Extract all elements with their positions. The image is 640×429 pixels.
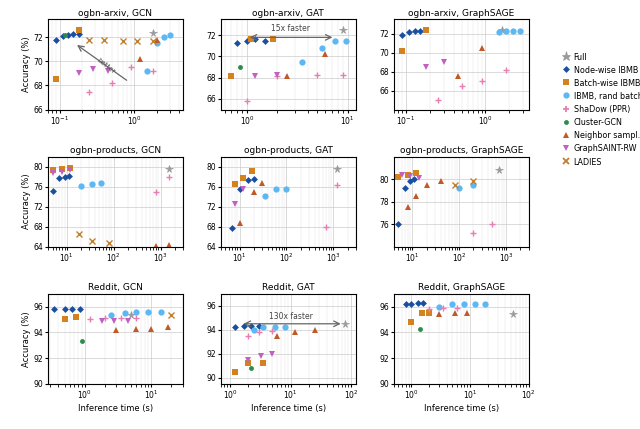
Text: 15x faster: 15x faster xyxy=(271,24,310,33)
Title: ogbn-products, GCN: ogbn-products, GCN xyxy=(70,146,161,155)
Title: Reddit, GraphSAGE: Reddit, GraphSAGE xyxy=(418,283,505,292)
Y-axis label: Accuracy (%): Accuracy (%) xyxy=(22,311,31,367)
Title: ogbn-arxiv, GAT: ogbn-arxiv, GAT xyxy=(252,9,324,18)
Title: ogbn-arxiv, GraphSAGE: ogbn-arxiv, GraphSAGE xyxy=(408,9,515,18)
Title: ogbn-products, GraphSAGE: ogbn-products, GraphSAGE xyxy=(399,146,523,155)
X-axis label: Inference time (s): Inference time (s) xyxy=(78,404,153,413)
Text: 130x faster: 130x faster xyxy=(269,312,312,321)
Title: ogbn-arxiv, GCN: ogbn-arxiv, GCN xyxy=(79,9,152,18)
Y-axis label: Accuracy (%): Accuracy (%) xyxy=(22,174,31,230)
X-axis label: Inference time (s): Inference time (s) xyxy=(424,404,499,413)
Title: ogbn-products, GAT: ogbn-products, GAT xyxy=(244,146,333,155)
Text: better: better xyxy=(96,57,116,75)
Y-axis label: Accuracy (%): Accuracy (%) xyxy=(22,36,31,92)
Legend: Full, Node-wise IBMB, Batch-wise IBMB, IBMB, rand batch., ShaDow (PPR), Cluster-: Full, Node-wise IBMB, Batch-wise IBMB, I… xyxy=(563,52,640,166)
Title: Reddit, GAT: Reddit, GAT xyxy=(262,283,315,292)
X-axis label: Inference time (s): Inference time (s) xyxy=(251,404,326,413)
Title: Reddit, GCN: Reddit, GCN xyxy=(88,283,143,292)
